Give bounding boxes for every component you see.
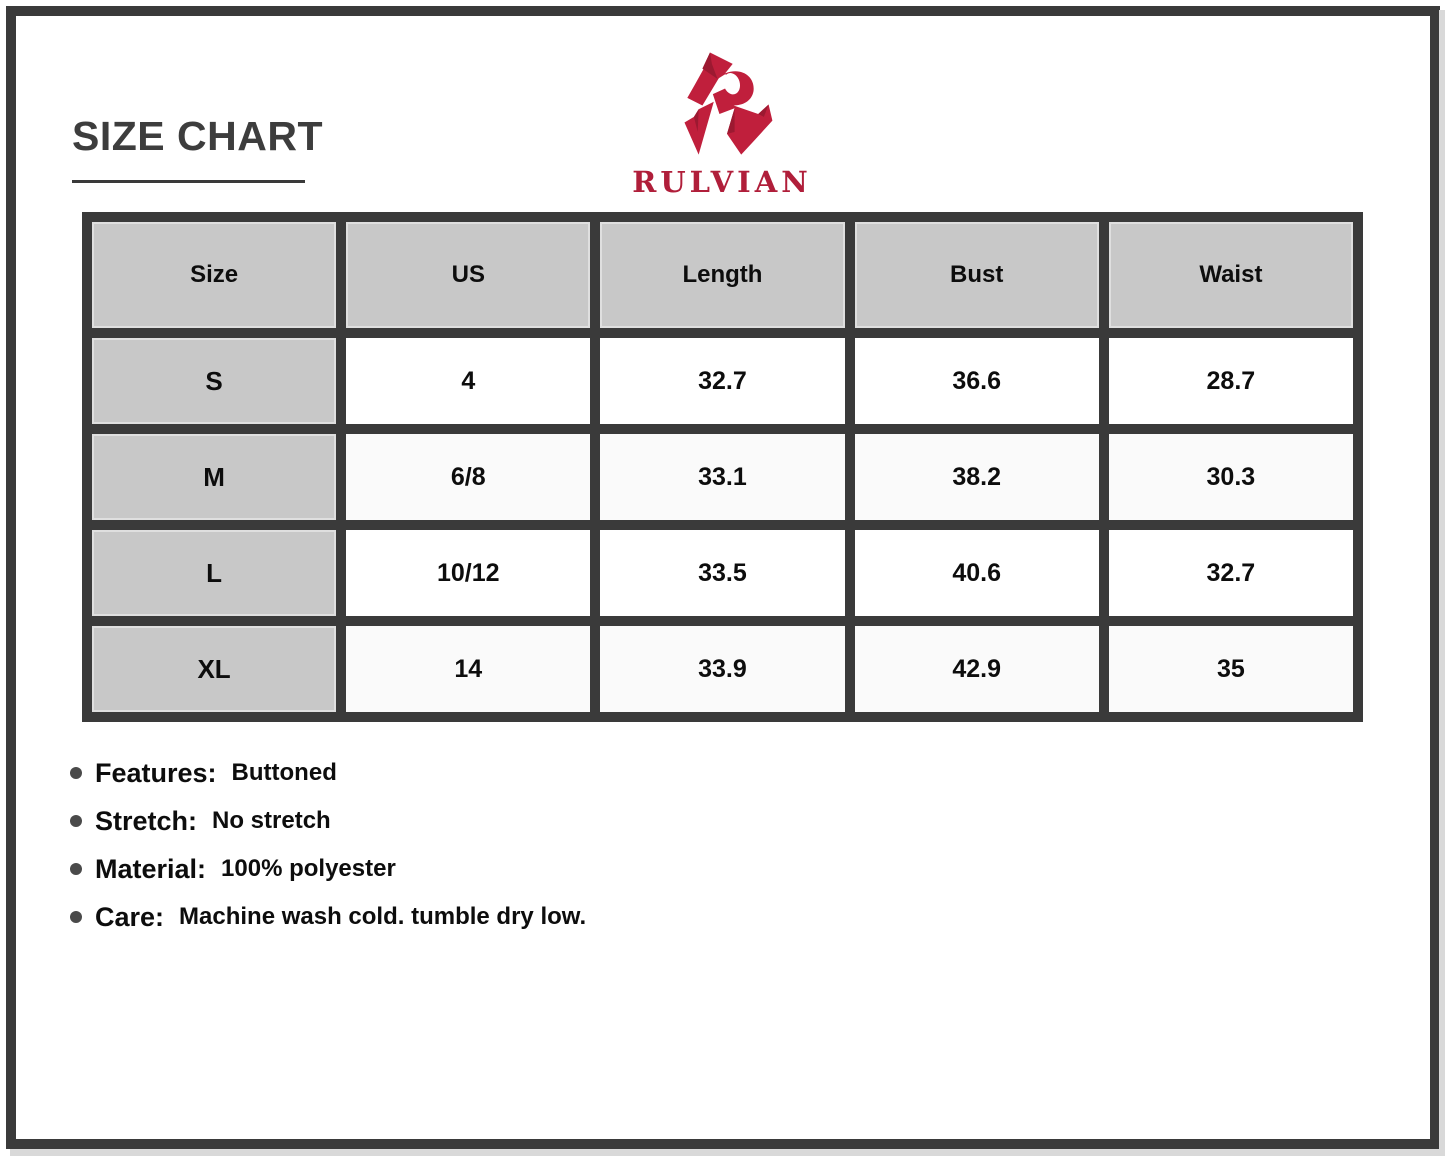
measurement-cell: 30.3	[1098, 424, 1364, 530]
table-header-row: Size US Length Bust Waist	[81, 212, 1364, 338]
measurement-cell: 32.7	[1098, 520, 1364, 626]
column-header-length: Length	[590, 212, 855, 338]
bullet-icon	[70, 815, 82, 827]
bullet-icon	[70, 911, 82, 923]
column-header-waist: Waist	[1098, 212, 1364, 338]
detail-value: Buttoned	[231, 759, 337, 786]
measurement-cell: 36.6	[844, 328, 1109, 434]
image-edge-shadow	[10, 1149, 1445, 1156]
logo-counter	[723, 73, 740, 95]
detail-value: Machine wash cold. tumble dry low.	[179, 903, 587, 930]
measurement-cell: 40.6	[844, 520, 1109, 626]
detail-label: Stretch:	[95, 805, 198, 836]
image-edge-shadow	[1439, 10, 1445, 1156]
measurement-cell: 42.9	[844, 616, 1109, 722]
page-title: SIZE CHART	[72, 113, 323, 159]
bullet-icon	[70, 767, 82, 779]
table-row-l: L 10/12 33.5 40.6 32.7	[81, 520, 1364, 626]
table-row-m: M 6/8 33.1 38.2 30.3	[81, 424, 1364, 530]
size-table: Size US Length Bust Waist S 4 32.7 36.6 28.7 M 6/8…	[81, 212, 1364, 722]
detail-label: Features:	[95, 757, 217, 788]
rulvian-logo-icon	[684, 52, 773, 155]
logo-facet	[702, 52, 718, 79]
size-table-head: Size US Length Bust Waist	[81, 212, 1364, 338]
measurement-cell: 6/8	[336, 424, 601, 530]
page-frame	[6, 6, 1440, 1149]
measurement-cell: 33.5	[590, 520, 855, 626]
brand-name: RULVIAN	[632, 165, 812, 199]
size-cell: L	[81, 520, 347, 626]
size-table-body: S 4 32.7 36.6 28.7 M 6/8 33.1 38.2 30.3 L 10/12 33.5…	[81, 328, 1364, 722]
detail-value: 100% polyester	[221, 855, 396, 882]
logo-facet	[684, 101, 714, 155]
brand-logo: RULVIAN	[632, 48, 811, 199]
bullet-icon	[70, 863, 82, 875]
logo-facet	[726, 108, 735, 134]
measurement-cell: 33.9	[590, 616, 855, 722]
detail-material: Material: 100% polyester	[70, 845, 586, 893]
detail-features: Features: Buttoned	[70, 749, 586, 797]
detail-label: Care:	[95, 901, 165, 932]
logo-facet	[693, 109, 699, 132]
size-cell: M	[81, 424, 347, 530]
detail-care: Care: Machine wash cold. tumble dry low.	[70, 893, 586, 941]
logo-facet	[687, 67, 720, 106]
measurement-cell: 38.2	[844, 424, 1109, 530]
title-underline	[72, 180, 305, 183]
measurement-cell: 32.7	[590, 328, 855, 434]
size-cell: XL	[81, 616, 347, 722]
measurement-cell: 10/12	[336, 520, 601, 626]
column-header-bust: Bust	[844, 212, 1109, 338]
logo-body	[702, 52, 773, 155]
measurement-cell: 35	[1098, 616, 1364, 722]
size-cell: S	[81, 328, 347, 434]
measurement-cell: 4	[336, 328, 601, 434]
product-details-list: Features: Buttoned Stretch: No stretch M…	[70, 749, 586, 941]
logo-facet	[757, 104, 769, 117]
measurement-cell: 28.7	[1098, 328, 1364, 434]
detail-stretch: Stretch: No stretch	[70, 797, 586, 845]
detail-value: No stretch	[212, 807, 331, 834]
detail-label: Material:	[95, 853, 207, 884]
column-header-us: US	[336, 212, 601, 338]
table-row-s: S 4 32.7 36.6 28.7	[81, 328, 1364, 434]
measurement-cell: 14	[336, 616, 601, 722]
column-header-size: Size	[81, 212, 347, 338]
measurement-cell: 33.1	[590, 424, 855, 530]
table-row-xl: XL 14 33.9 42.9 35	[81, 616, 1364, 722]
